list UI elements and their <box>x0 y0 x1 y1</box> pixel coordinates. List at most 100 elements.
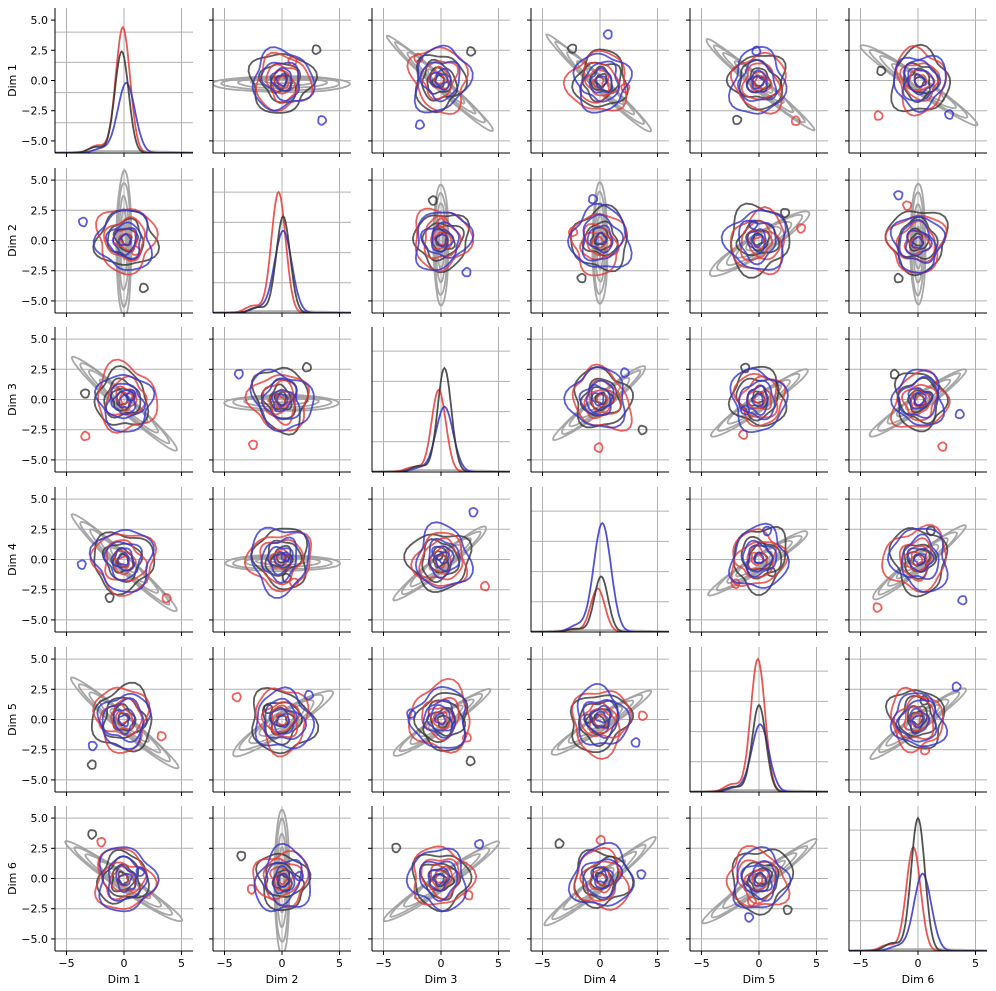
contour-line-red <box>110 702 134 731</box>
contours-blue <box>233 368 315 433</box>
kde-blue <box>849 872 987 951</box>
contour-line-red <box>112 226 138 252</box>
reference-contour-line <box>701 837 818 925</box>
contour-island-red <box>593 442 604 454</box>
y-tick-label: 0.0 <box>31 75 49 88</box>
contour-line-blue <box>260 536 298 584</box>
contour-island-dark <box>893 272 904 284</box>
reference-contour-line <box>433 191 449 296</box>
x-tick-label: 5 <box>972 957 979 970</box>
contour-line-red <box>898 537 933 583</box>
contour-line-blue <box>898 218 938 265</box>
panel-dim1-vs-dim2 <box>209 8 351 157</box>
contour-island-red <box>80 430 91 442</box>
x-tick-label: 0 <box>438 957 445 970</box>
contour-line-blue <box>104 221 142 260</box>
panel-plot-area <box>382 839 501 923</box>
contour-line-blue <box>263 858 303 907</box>
x-tick-label: 5 <box>813 957 820 970</box>
panel-dim3-vs-dim5 <box>686 327 828 476</box>
contour-island-blue <box>233 369 244 380</box>
contour-line-red <box>588 707 617 735</box>
contour-line-red <box>746 229 774 259</box>
contour-line-blue <box>586 224 614 254</box>
contours-blue <box>889 190 947 274</box>
panel-dim4-vs-dim5 <box>686 487 828 636</box>
reference-contour-line <box>64 840 184 922</box>
x-tick-label: 0 <box>597 957 604 970</box>
contour-line-blue <box>590 866 614 890</box>
reference-contour-line <box>70 355 178 452</box>
x-axis-label: Dim 4 <box>584 973 617 986</box>
contour-line-blue <box>98 846 160 913</box>
y-axis-label: Dim 5 <box>6 703 19 736</box>
kde-blue <box>372 405 510 472</box>
panel-plot-area <box>545 29 653 133</box>
panel-plot-area <box>701 837 818 925</box>
contour-line-blue <box>753 871 768 887</box>
contour-island-dark <box>466 46 477 57</box>
y-tick-label: −2.5 <box>21 265 48 278</box>
panel-dim6-vs-dim1: −5.0 −2.5 0.0 2.5 5.0 −5 0 5 Dim 1 Dim 6 <box>6 806 193 986</box>
contour-line-blue <box>563 366 626 429</box>
contour-line-blue <box>88 528 155 593</box>
contour-line-blue <box>576 682 631 746</box>
contour-line-red <box>884 214 948 274</box>
contour-line-red <box>730 51 787 115</box>
contour-line-red <box>910 551 924 567</box>
panel-dim6-vs-dim4: −5 0 5 Dim 4 <box>527 806 669 986</box>
panel-dim3-vs-dim6 <box>845 327 987 476</box>
contour-line-red <box>573 846 631 911</box>
reference-contour-line <box>69 676 180 770</box>
reference-contour-line <box>274 816 290 943</box>
contour-line-blue <box>901 533 940 581</box>
contour-line-dark <box>91 681 153 753</box>
y-tick-label: −5.0 <box>21 933 48 946</box>
contour-line-blue <box>254 686 316 750</box>
reference-contour-line <box>859 44 979 127</box>
contours-blue <box>87 692 152 752</box>
contours-red <box>92 686 167 754</box>
y-axis-label: Dim 3 <box>6 383 19 416</box>
panel-plot-area <box>707 522 809 597</box>
contour-island-red <box>796 223 806 234</box>
contour-island-blue <box>944 109 955 120</box>
y-tick-label: 2.5 <box>31 842 49 855</box>
contour-line-blue <box>580 858 624 899</box>
contour-line-red <box>427 707 454 730</box>
contour-line-dark <box>426 66 453 95</box>
contour-line-blue <box>428 537 461 579</box>
contour-line-blue <box>738 219 777 266</box>
contour-island-dark <box>732 114 743 125</box>
contour-line-blue <box>117 872 133 886</box>
contour-island-blue <box>748 219 759 230</box>
y-tick-label: 5.0 <box>31 493 49 506</box>
panel-plot-area <box>411 183 475 307</box>
reference-contour-line <box>392 525 487 602</box>
contour-line-red <box>432 711 448 725</box>
contour-line-blue <box>736 58 778 103</box>
x-axis-label: Dim 2 <box>266 973 299 986</box>
x-tick-label: −5 <box>58 957 74 970</box>
panel-plot-area <box>859 43 979 127</box>
contour-line-red <box>736 859 777 905</box>
contour-line-blue <box>107 855 149 902</box>
contour-line-dark <box>897 694 937 738</box>
x-tick-label: 5 <box>495 957 502 970</box>
panel-plot-area <box>64 829 184 922</box>
y-tick-label: 5.0 <box>31 14 49 27</box>
y-tick-label: 0.0 <box>31 554 49 567</box>
panel-dim2-vs-dim3 <box>368 168 510 317</box>
contour-island-blue <box>762 525 773 537</box>
contour-line-blue <box>431 873 445 886</box>
contours-blue <box>727 45 788 115</box>
y-tick-label: 5.0 <box>31 653 49 666</box>
reference-contour-line <box>543 835 657 927</box>
contour-island-blue <box>636 869 647 880</box>
contour-line-blue <box>413 44 474 114</box>
panel-plot-area <box>872 524 968 613</box>
contour-line-blue <box>116 551 130 566</box>
contour-line-blue <box>737 379 776 421</box>
contours-blue <box>98 846 160 913</box>
